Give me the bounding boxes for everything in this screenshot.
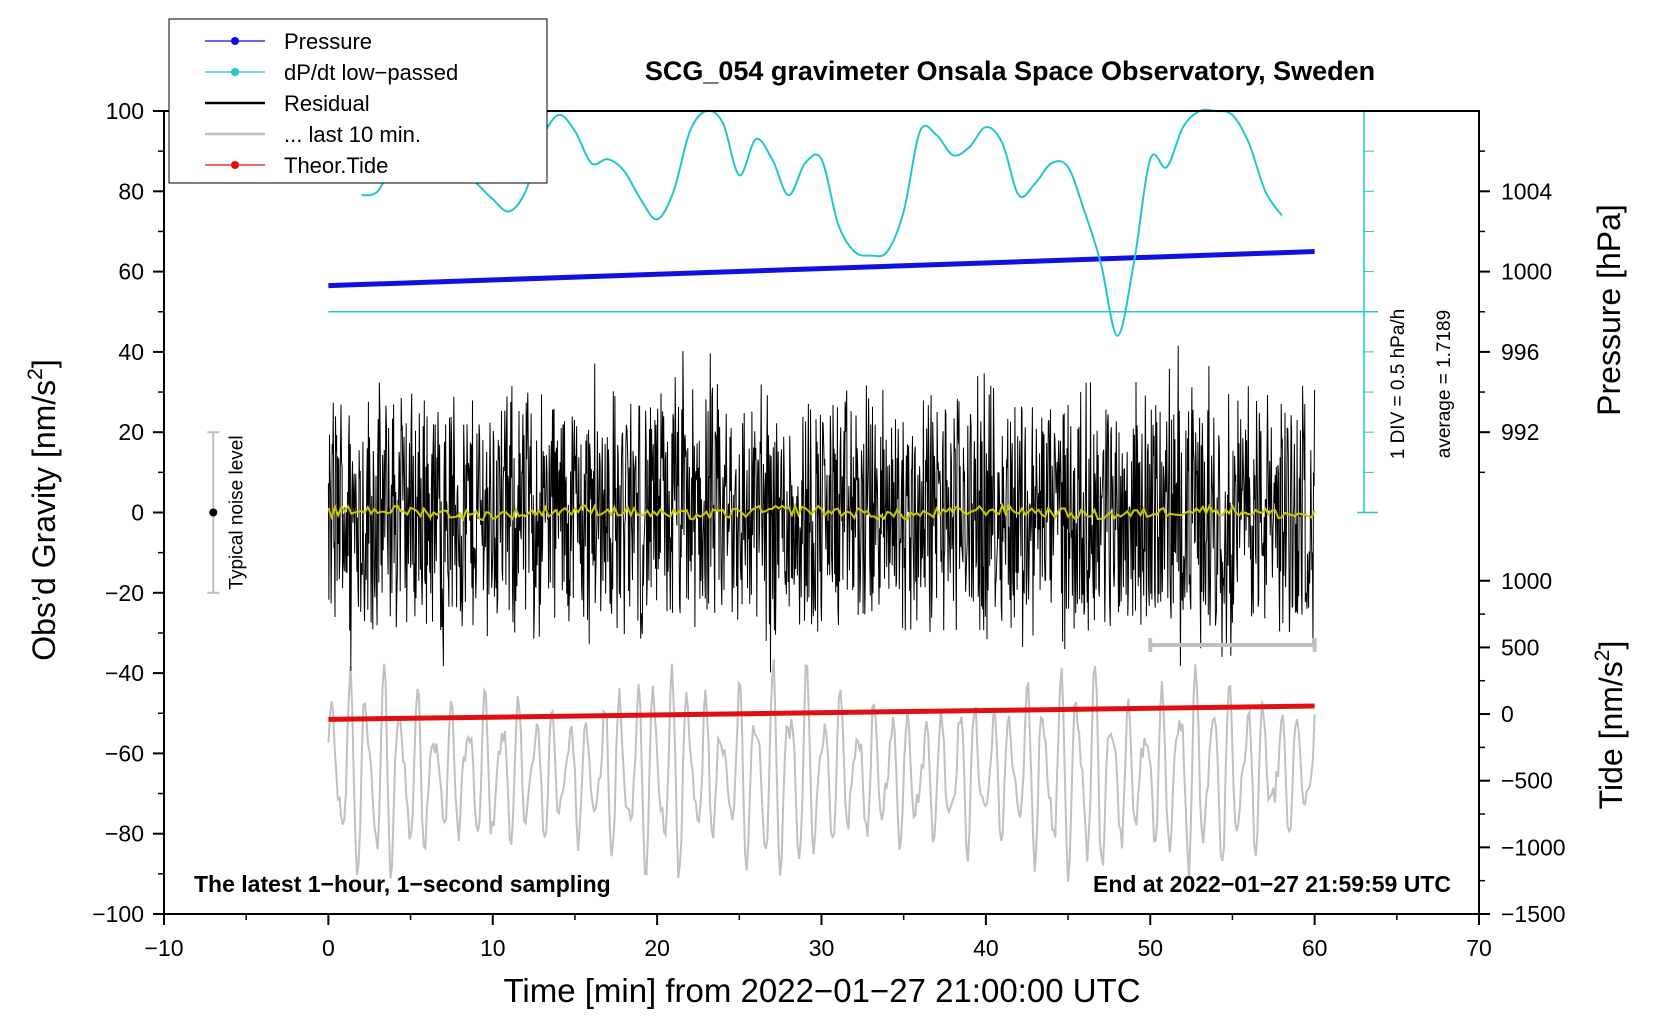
residual-mean-line (327, 502, 1316, 522)
legend-box (168, 18, 548, 184)
pressure-series (328, 249, 1315, 289)
x-tick-label: 70 (1466, 935, 1492, 961)
dpdt-average-text: average = 1.7189 (1434, 310, 1455, 458)
y-axis-label-pressure: Pressure [hPa] (1591, 204, 1627, 416)
y-axis-label-tide-close: ] (1593, 641, 1629, 650)
pressure-tick-label: 996 (1501, 339, 1539, 365)
y-tick-label: 20 (118, 419, 144, 445)
y-axis-label-tide-text: Tide [nm/s (1593, 661, 1629, 809)
chart-title: SCG_054 gravimeter Onsala Space Observat… (645, 56, 1375, 86)
legend-marker (231, 68, 239, 76)
theoretical-tide-series (328, 703, 1315, 722)
y-tick-label: −20 (105, 580, 144, 606)
y-tick-label: 40 (118, 339, 144, 365)
y-tick-label: −80 (105, 821, 144, 847)
residual-line (327, 345, 1316, 673)
legend-marker (231, 161, 239, 169)
y-axis-label-tide-sup: 2 (1591, 650, 1614, 662)
y-axis-label-tide: Tide [nm/s2] (1591, 641, 1629, 810)
tide-line (328, 703, 1315, 722)
tide-tick-label: −500 (1501, 768, 1553, 794)
axes: −10 0 10 20 30 40 50 60 70100806040200−20−40−60−… (92, 98, 1565, 961)
pressure-tick-label: 1004 (1501, 178, 1552, 204)
tide-tick-label: 0 (1501, 701, 1514, 727)
legend-label: Residual (284, 91, 370, 116)
last-10-min-series (327, 659, 1316, 882)
x-tick-label: 30 (809, 935, 835, 961)
ten-minute-bar (1148, 637, 1317, 652)
residual-mean-series (327, 502, 1316, 522)
pressure-tick-label: 1000 (1501, 259, 1552, 285)
y-tick-label: −100 (92, 901, 144, 927)
legend-label: Theor.Tide (284, 153, 388, 178)
y-axis-label-left-text: Obs’d Gravity [nm/s (26, 380, 62, 661)
y-axis-label-left-sup: 2 (24, 368, 47, 380)
x-tick-label: −10 (144, 935, 183, 961)
x-tick-label: 0 (322, 935, 335, 961)
x-tick-label: 50 (1137, 935, 1163, 961)
pressure-line (328, 249, 1315, 289)
x-tick-label: 40 (973, 935, 999, 961)
tide-tick-label: 1000 (1501, 568, 1552, 594)
noise-bar-dot (209, 508, 218, 517)
last-10-min-line (327, 659, 1316, 882)
y-tick-label: 80 (118, 178, 144, 204)
residual-series (327, 345, 1316, 673)
legend-label: ... last 10 min. (284, 122, 421, 147)
legend-marker (231, 37, 239, 45)
typical-noise-label: Typical noise level (226, 435, 247, 589)
dpdt-series (361, 108, 1283, 337)
dpdt-line (361, 108, 1283, 337)
y-tick-label: 60 (118, 259, 144, 285)
pressure-tick-label: 992 (1501, 419, 1539, 445)
legend: Pressure dP/dt low−passed Residual ... last… (168, 18, 548, 184)
typical-noise-bar (207, 431, 220, 594)
x-axis-label: Time [min] from 2022−01−27 21:00:00 UTC (503, 972, 1140, 1009)
x-tick-label: 60 (1302, 935, 1328, 961)
x-tick-label: 10 (480, 935, 506, 961)
x-tick-label: 20 (644, 935, 670, 961)
annotation-bottom-left: The latest 1−hour, 1−second sampling (194, 871, 611, 897)
tide-tick-label: 500 (1501, 634, 1539, 660)
tide-tick-label: −1500 (1501, 901, 1566, 927)
y-axis-label-left-close: ] (26, 359, 62, 368)
legend-label: dP/dt low−passed (284, 60, 458, 85)
y-tick-label: −40 (105, 660, 144, 686)
y-axis-label-left: Obs’d Gravity [nm/s2] (24, 359, 62, 661)
annotation-bottom-right: End at 2022−01−27 21:59:59 UTC (1093, 871, 1451, 897)
y-tick-label: 0 (131, 500, 144, 526)
y-tick-label: 100 (106, 98, 144, 124)
tide-tick-label: −1000 (1501, 834, 1566, 860)
y-tick-label: −60 (105, 740, 144, 766)
dpdt-scale-text: 1 DIV = 0.5 hPa/h (1388, 309, 1409, 460)
legend-label: Pressure (284, 29, 372, 54)
